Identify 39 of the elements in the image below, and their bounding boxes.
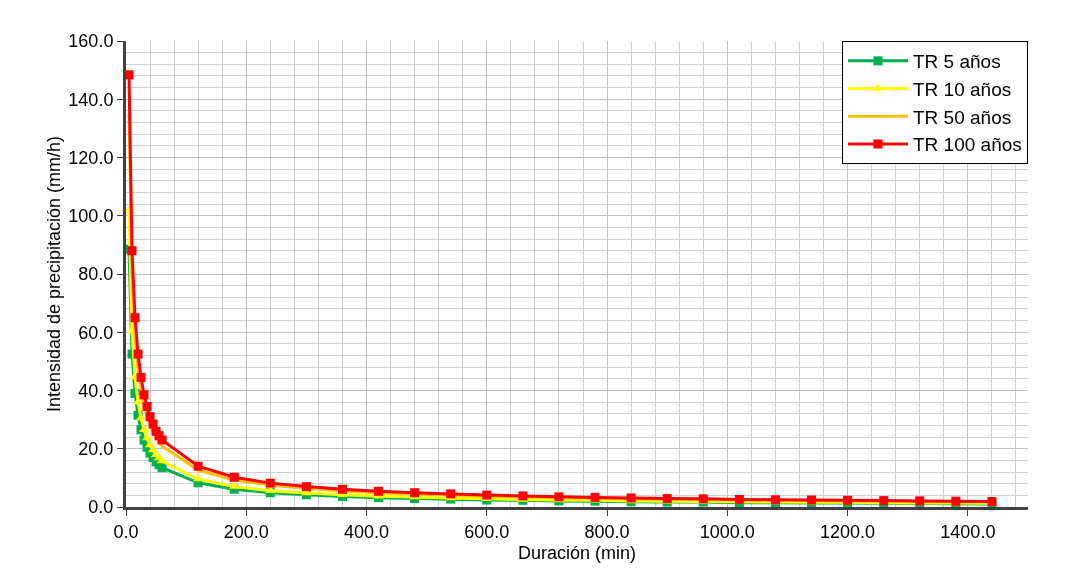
x-tick-label: 200.0 (223, 521, 269, 542)
x-tick-label: 1000.0 (699, 521, 755, 542)
x-tick-label: 1400.0 (940, 521, 996, 542)
x-tick-label: 1200.0 (820, 521, 876, 542)
point (410, 488, 420, 498)
y-tick-label: 40.0 (78, 380, 114, 401)
point (301, 482, 311, 492)
x-tick-label: 0.0 (113, 521, 139, 542)
point (193, 461, 203, 471)
y-tick-label: 20.0 (78, 439, 114, 460)
point (446, 489, 456, 499)
legend-label: TR 5 años (913, 51, 1001, 73)
legend-label: TR 10 años (913, 78, 1012, 100)
legend-label: TR 50 años (913, 106, 1012, 128)
y-tick-label: 100.0 (68, 206, 114, 227)
y-tick-label: 140.0 (68, 89, 114, 110)
point (157, 435, 167, 445)
point (482, 490, 492, 500)
legend-label: TR 100 años (913, 134, 1022, 156)
point (229, 472, 239, 482)
point (139, 390, 149, 400)
point (130, 313, 140, 323)
point (133, 349, 143, 359)
y-tick-label: 60.0 (78, 322, 114, 343)
y-tick-label: 80.0 (78, 264, 114, 285)
point (337, 484, 347, 494)
y-tick-label: 160.0 (68, 31, 114, 52)
point (148, 419, 158, 429)
point (374, 486, 384, 496)
y-tick-label: 0.0 (88, 497, 114, 518)
x-tick-label: 800.0 (584, 521, 630, 542)
x-tick-label: 400.0 (344, 521, 390, 542)
y-tick-label: 120.0 (68, 147, 114, 168)
x-axis-title: Duración (min) (517, 542, 637, 563)
point (142, 402, 152, 412)
y-axis-title: Intensidad de precipitación (mm/h) (43, 135, 64, 413)
point (265, 478, 275, 488)
x-tick-label: 600.0 (464, 521, 510, 542)
point (136, 372, 146, 382)
